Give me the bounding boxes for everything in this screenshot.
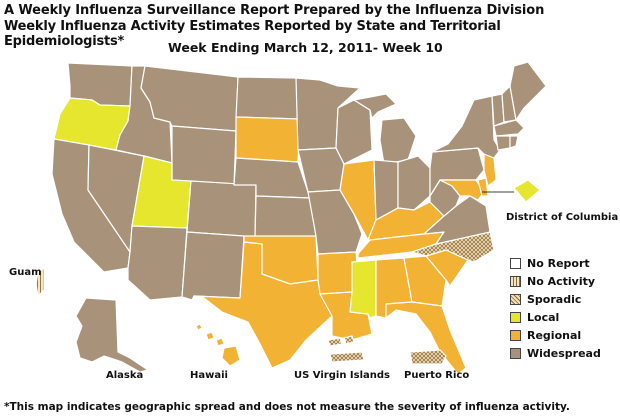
state-NY (431, 95, 501, 159)
legend-label-local: Local (527, 310, 560, 324)
legend-swatch-no-activity (510, 275, 521, 287)
puerto-rico-label: Puerto Rico (404, 370, 470, 381)
footnote: *This map indicates geographic spread an… (4, 401, 570, 413)
legend-swatch-widespread (510, 347, 521, 359)
legend-swatch-regional (510, 329, 521, 341)
state-MA (493, 119, 525, 137)
legend-label-widespread: Widespread (527, 346, 601, 360)
legend-label-no-report: No Report (527, 256, 590, 270)
state-TX (193, 241, 333, 369)
state-MD (439, 179, 485, 201)
legend-swatch-sporadic (510, 293, 521, 305)
state-VI (327, 335, 365, 363)
report-subtitle: Weekly Influenza Activity Estimates Repo… (4, 19, 501, 49)
legend-swatch-no-report (510, 257, 521, 269)
legend-item-local: Local (510, 308, 601, 326)
legend-label-no-activity: No Activity (527, 274, 596, 288)
legend-swatch-local (510, 311, 521, 323)
guam-label: Guam (9, 267, 42, 278)
state-CT (495, 135, 511, 151)
state-WY (171, 125, 237, 186)
dc-label: District of Columbia (506, 212, 619, 223)
legend-item-sporadic: Sporadic (510, 290, 601, 308)
state-GU (35, 267, 45, 297)
state-DE (477, 177, 489, 197)
legend-label-sporadic: Sporadic (527, 292, 582, 306)
week-label: Week Ending March 12, 2011- Week 10 (168, 40, 443, 55)
state-RI (509, 135, 519, 149)
state-ME (509, 61, 547, 121)
state-GA (403, 255, 447, 307)
report-title: A Weekly Influenza Surveillance Report P… (4, 3, 545, 18)
state-KS (254, 195, 317, 238)
state-HI (195, 323, 241, 367)
state-AK (75, 297, 149, 373)
state-NC (411, 231, 495, 263)
state-ND (235, 76, 301, 120)
state-CO (186, 180, 257, 238)
state-SD (235, 116, 301, 163)
legend-item-no-report: No Report (510, 254, 601, 272)
state-MS (349, 259, 377, 319)
alaska-label: Alaska (106, 370, 144, 381)
legend-item-widespread: Widespread (510, 344, 601, 362)
state-NM (181, 231, 245, 301)
state-OH (397, 155, 431, 211)
state-DC (513, 179, 541, 203)
legend-item-regional: Regional (510, 326, 601, 344)
legend-item-no-activity: No Activity (510, 272, 601, 290)
hawaii-label: Hawaii (190, 370, 228, 381)
state-WI (335, 99, 373, 165)
state-AZ (127, 225, 188, 301)
usvi-label: US Virgin Islands (294, 370, 390, 381)
state-PR (409, 349, 447, 365)
map-legend: No Report No Activity Sporadic Local Reg… (510, 254, 601, 362)
legend-label-regional: Regional (527, 328, 582, 342)
